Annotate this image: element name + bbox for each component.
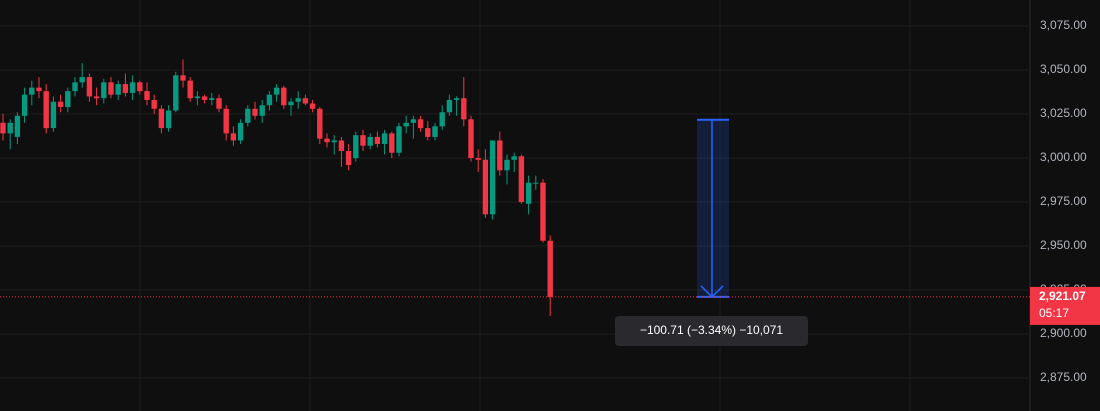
candle-body — [302, 98, 309, 104]
candle-body — [338, 140, 345, 151]
candle-body — [403, 122, 409, 127]
candle-body — [36, 87, 42, 92]
candle-body — [540, 182, 546, 241]
candle-body — [389, 133, 395, 153]
candle-body — [7, 122, 13, 134]
candle-body — [417, 119, 424, 129]
candle-body — [446, 99, 453, 113]
candle-body — [432, 126, 438, 137]
candle-body — [158, 108, 165, 129]
candle-body — [0, 122, 6, 134]
countdown-label: 05:17 — [1039, 306, 1069, 320]
candle-body — [79, 77, 85, 83]
candle-body — [504, 159, 510, 171]
candle-body — [273, 87, 280, 95]
y-tick-label: 3,025.00 — [1040, 106, 1087, 120]
candle-body — [230, 133, 237, 141]
candle-body — [381, 133, 388, 144]
candle-body — [21, 94, 28, 116]
candle-body — [93, 96, 100, 99]
candle-body — [497, 140, 503, 171]
candle-body — [281, 87, 287, 106]
candle-body — [396, 126, 402, 153]
candle-body — [14, 115, 21, 137]
candle-body — [511, 156, 517, 160]
candle-body — [489, 140, 496, 215]
candle-body — [129, 82, 136, 93]
candle-body — [475, 158, 481, 160]
candle-body — [180, 75, 186, 81]
candle-body — [317, 108, 323, 139]
candle-body — [353, 135, 359, 159]
candle-body — [252, 108, 258, 116]
candle-body — [209, 98, 215, 100]
candle-body — [360, 135, 366, 146]
candle-body — [165, 110, 172, 129]
candle-body — [29, 87, 35, 95]
candle-body — [108, 82, 114, 95]
candle-body — [201, 96, 208, 100]
candle-body — [101, 82, 107, 99]
y-tick-label: 2,875.00 — [1040, 370, 1087, 384]
candle-body — [367, 136, 373, 146]
measure-label-box — [615, 316, 808, 346]
candle-body — [259, 105, 265, 116]
candle-body — [57, 101, 64, 107]
candle-body — [525, 182, 532, 204]
candle-body — [173, 75, 179, 111]
candle-body — [216, 98, 222, 109]
candle-body — [137, 82, 143, 92]
candle-body — [86, 77, 93, 97]
candle-body — [410, 119, 417, 123]
candle-body — [331, 140, 337, 143]
candle-body — [295, 98, 301, 102]
candle-body — [144, 91, 150, 100]
candle-body — [288, 101, 294, 106]
measure-area — [697, 119, 729, 297]
candle-body — [187, 80, 193, 99]
last-price-label: 2,921.07 — [1039, 289, 1086, 303]
candle-body — [533, 182, 539, 184]
candle-body — [72, 82, 78, 92]
y-tick-label: 2,900.00 — [1040, 326, 1087, 340]
candle-body — [482, 159, 489, 215]
candle-body — [461, 98, 467, 120]
candle-body — [115, 84, 121, 95]
candle-body — [245, 108, 251, 123]
candle-body — [50, 101, 57, 129]
candle-body — [439, 112, 445, 127]
candle-body — [518, 156, 525, 203]
candle-body — [266, 94, 273, 106]
y-tick-label: 3,000.00 — [1040, 150, 1087, 164]
candle-body — [324, 138, 330, 143]
y-tick-label: 3,075.00 — [1040, 18, 1087, 32]
candle-body — [151, 99, 157, 109]
last-price-box — [1030, 286, 1100, 325]
candle-body — [309, 103, 316, 109]
candle-body — [43, 91, 49, 129]
candle-body — [547, 240, 553, 297]
candle-body — [425, 128, 431, 137]
y-tick-label: 3,050.00 — [1040, 62, 1087, 76]
y-tick-label: 2,975.00 — [1040, 194, 1087, 208]
candle-body — [237, 122, 244, 141]
candle-body — [453, 98, 460, 100]
candle-body — [223, 108, 229, 134]
candle-body — [374, 136, 381, 144]
candle-body — [194, 96, 201, 99]
candle-body — [345, 150, 352, 166]
y-tick-label: 2,950.00 — [1040, 238, 1087, 252]
measure-label: −100.71 (−3.34%) −10,071 — [640, 323, 783, 337]
candle-body — [65, 91, 71, 107]
candle-body — [122, 84, 129, 93]
candle-body — [468, 119, 474, 159]
